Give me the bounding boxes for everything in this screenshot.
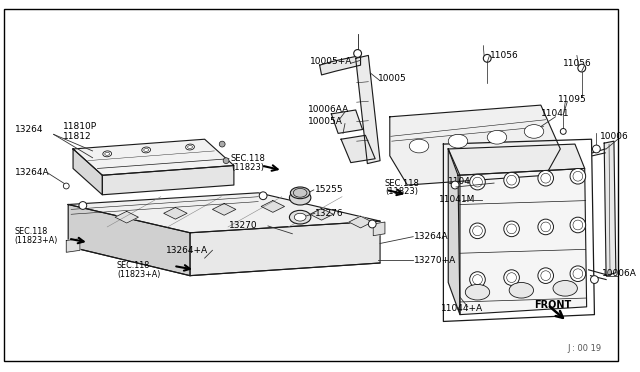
Ellipse shape <box>291 187 310 199</box>
Text: 11056: 11056 <box>563 59 592 68</box>
Polygon shape <box>102 166 234 195</box>
Circle shape <box>593 145 600 153</box>
Ellipse shape <box>524 125 544 138</box>
Text: 13270: 13270 <box>229 221 258 230</box>
Circle shape <box>504 172 520 188</box>
Circle shape <box>570 169 586 184</box>
Text: (11823+A): (11823+A) <box>117 270 160 279</box>
Polygon shape <box>67 238 80 252</box>
Polygon shape <box>356 55 380 164</box>
Text: (11823+A): (11823+A) <box>15 236 58 245</box>
Polygon shape <box>341 135 375 163</box>
Polygon shape <box>448 144 585 175</box>
Polygon shape <box>349 216 372 228</box>
Text: 10006A: 10006A <box>602 269 637 278</box>
Polygon shape <box>73 149 102 195</box>
Text: 11044: 11044 <box>448 177 477 186</box>
Text: 10006AA: 10006AA <box>308 106 349 115</box>
Text: FRONT: FRONT <box>534 300 572 310</box>
Ellipse shape <box>487 131 507 144</box>
Polygon shape <box>73 139 234 175</box>
Circle shape <box>223 158 229 164</box>
Text: 10005: 10005 <box>378 74 407 83</box>
Text: 11056: 11056 <box>490 51 519 60</box>
Polygon shape <box>261 201 285 212</box>
Circle shape <box>561 128 566 134</box>
Polygon shape <box>604 141 616 276</box>
Ellipse shape <box>103 151 111 157</box>
Text: SEC.118: SEC.118 <box>231 154 266 163</box>
Polygon shape <box>115 211 138 223</box>
Polygon shape <box>319 55 360 75</box>
Polygon shape <box>310 208 333 220</box>
Text: 11041M: 11041M <box>438 195 475 204</box>
Ellipse shape <box>410 139 429 153</box>
Circle shape <box>538 268 554 283</box>
Text: (11823): (11823) <box>231 163 264 172</box>
Circle shape <box>538 219 554 235</box>
Circle shape <box>369 220 376 228</box>
Text: 13270+A: 13270+A <box>414 256 456 264</box>
Circle shape <box>451 181 459 189</box>
Polygon shape <box>390 105 561 185</box>
Text: 15255: 15255 <box>315 185 344 195</box>
Circle shape <box>483 54 491 62</box>
Text: 10005+A: 10005+A <box>310 57 352 66</box>
Text: SEC.118: SEC.118 <box>15 227 48 236</box>
Polygon shape <box>68 205 190 276</box>
Circle shape <box>63 183 69 189</box>
Polygon shape <box>212 203 236 215</box>
Text: SEC.118: SEC.118 <box>385 179 420 187</box>
Text: 13264: 13264 <box>15 125 43 134</box>
Ellipse shape <box>509 282 534 298</box>
Text: 10005A: 10005A <box>308 117 343 126</box>
Ellipse shape <box>289 210 311 224</box>
Text: (11823): (11823) <box>385 187 418 196</box>
Text: 11095: 11095 <box>558 95 587 104</box>
Circle shape <box>259 192 267 200</box>
Circle shape <box>354 49 362 57</box>
Text: 11041: 11041 <box>541 109 570 118</box>
Polygon shape <box>373 222 385 236</box>
Polygon shape <box>458 169 587 315</box>
Text: 11812: 11812 <box>63 132 92 141</box>
Circle shape <box>79 202 87 209</box>
Polygon shape <box>332 110 362 134</box>
Ellipse shape <box>553 280 577 296</box>
Ellipse shape <box>465 285 490 300</box>
Text: 13264+A: 13264+A <box>166 246 208 255</box>
Circle shape <box>504 221 520 237</box>
Polygon shape <box>68 193 380 233</box>
Text: 13264A: 13264A <box>414 232 449 241</box>
Text: SEC.118: SEC.118 <box>117 262 150 270</box>
Text: 10006: 10006 <box>600 132 629 141</box>
Text: 11044+A: 11044+A <box>440 304 483 313</box>
Circle shape <box>538 170 554 186</box>
Polygon shape <box>190 221 380 276</box>
Ellipse shape <box>289 190 311 205</box>
Text: J : 00 19: J : 00 19 <box>568 344 602 353</box>
Circle shape <box>220 141 225 147</box>
Circle shape <box>504 270 520 285</box>
Ellipse shape <box>142 147 150 153</box>
Polygon shape <box>448 149 460 315</box>
Circle shape <box>470 174 485 190</box>
Text: 13276: 13276 <box>315 209 344 218</box>
Text: 11810P: 11810P <box>63 122 97 131</box>
Polygon shape <box>164 208 187 219</box>
Ellipse shape <box>294 213 306 221</box>
Circle shape <box>470 223 485 238</box>
Circle shape <box>570 266 586 282</box>
Ellipse shape <box>448 134 468 148</box>
Circle shape <box>591 276 598 283</box>
Circle shape <box>570 217 586 233</box>
Circle shape <box>470 272 485 287</box>
Text: 13264A: 13264A <box>15 168 49 177</box>
Ellipse shape <box>186 144 195 150</box>
Circle shape <box>578 64 586 72</box>
